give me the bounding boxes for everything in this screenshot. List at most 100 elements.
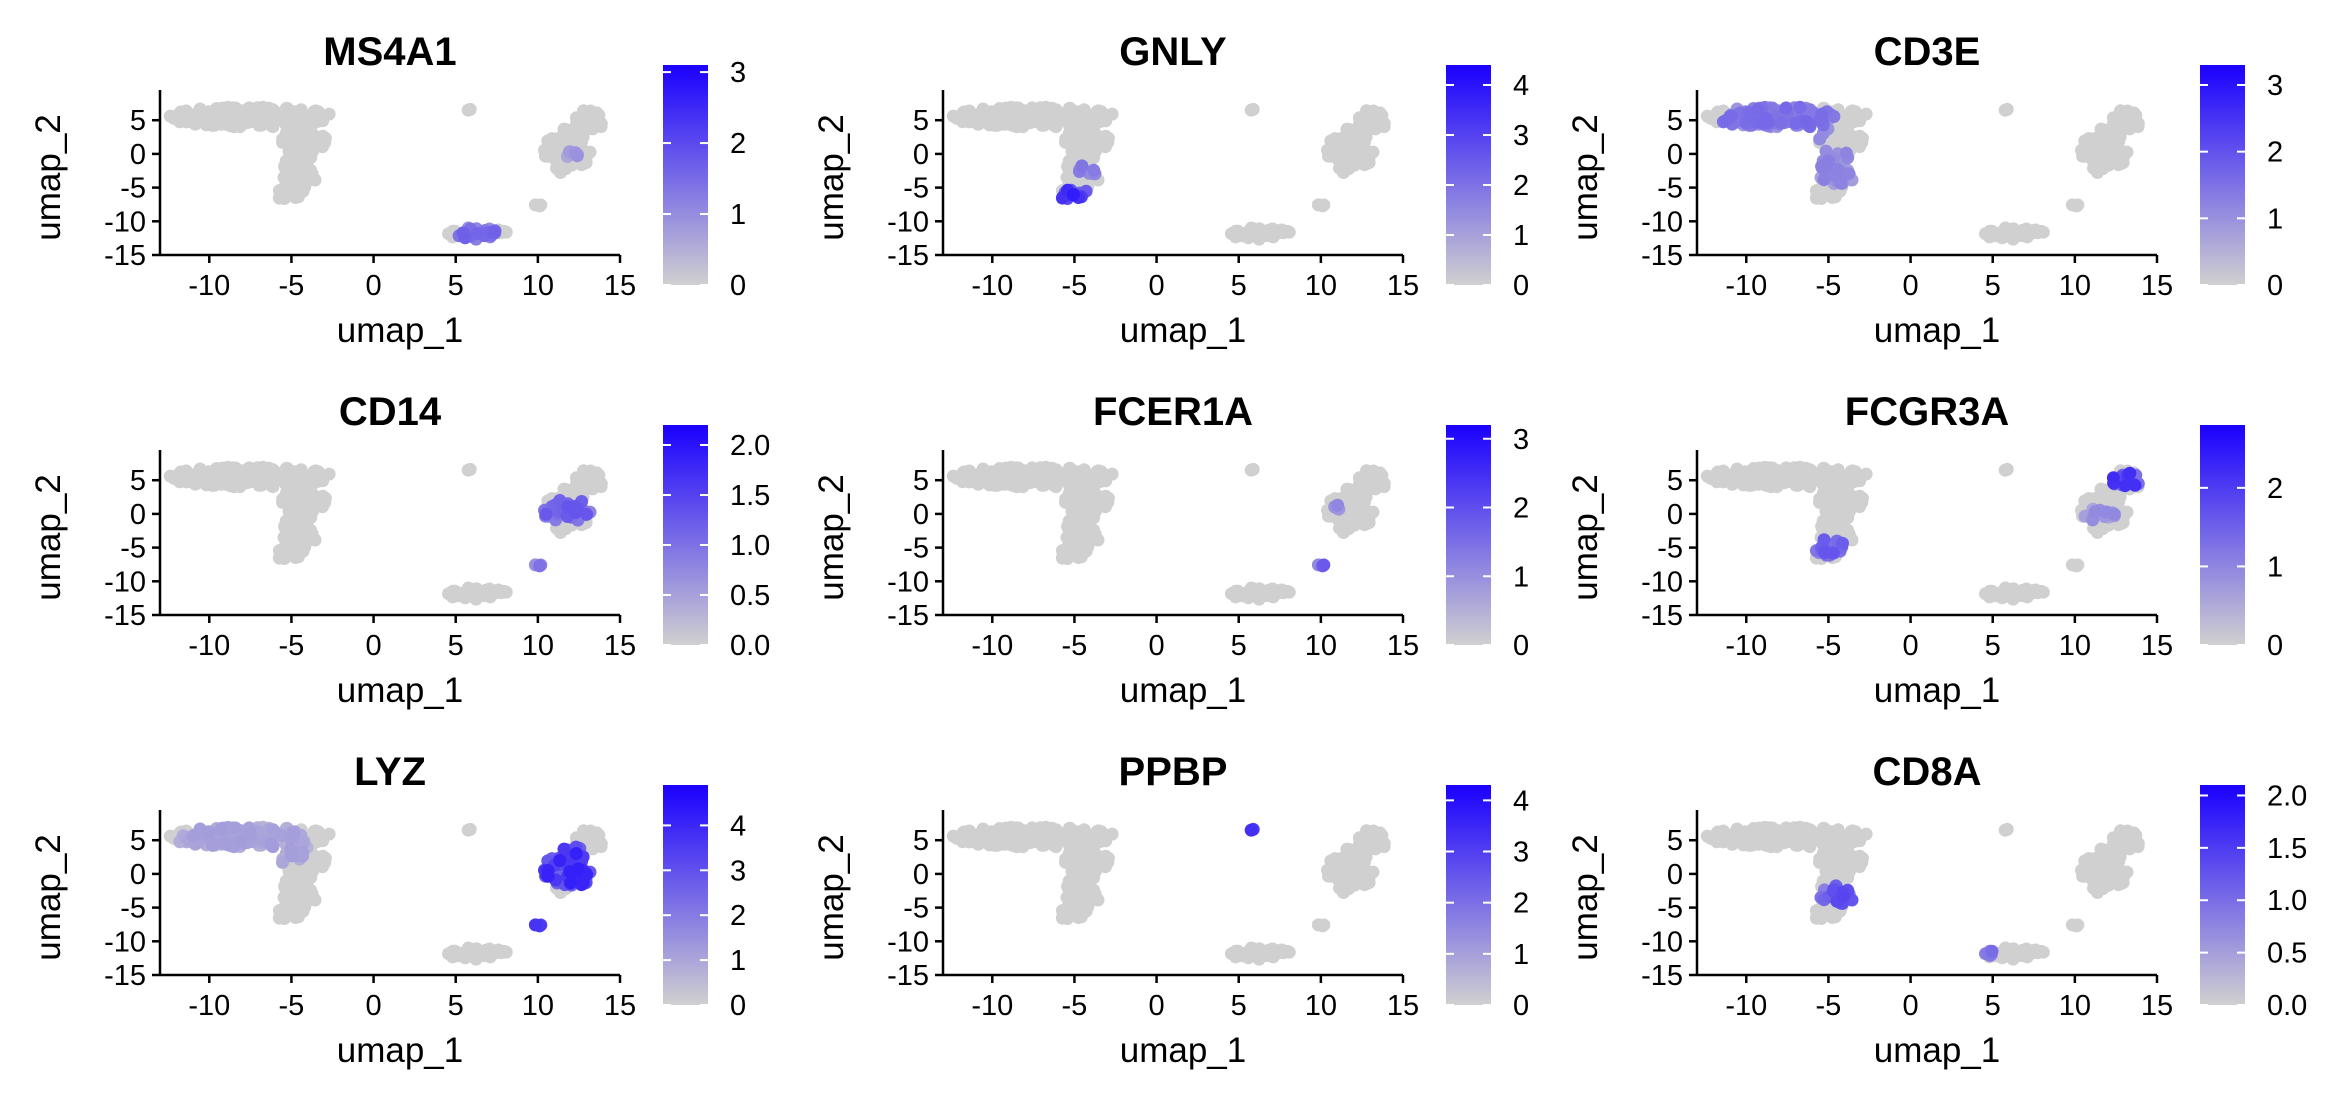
cell-point <box>969 111 983 125</box>
y-axis-label: umap_2 <box>29 834 68 960</box>
cell-point <box>1322 147 1336 161</box>
x-tick-label: 15 <box>604 630 636 662</box>
cell-point <box>1832 849 1846 863</box>
y-tick-label: -10 <box>887 206 929 238</box>
x-tick-label: 0 <box>1903 630 1919 662</box>
cell-point <box>1846 104 1859 118</box>
cell-point <box>2088 505 2102 519</box>
cell-point <box>1825 191 1839 204</box>
panel-title: CD8A <box>1873 750 1982 794</box>
panel-title: CD3E <box>1874 30 1981 74</box>
cell-point <box>2065 918 2079 932</box>
cell-point <box>241 469 255 483</box>
y-tick-label: -5 <box>1657 533 1683 565</box>
panel-ppbp: PPBP-10 -5 0 5 10 1550-5-10-15umap_1umap_2012… <box>812 750 1529 1070</box>
cell-point <box>959 829 973 843</box>
cell-point <box>210 102 224 115</box>
cell-point <box>1231 944 1245 958</box>
cell-point <box>278 519 292 533</box>
colorbar-tick-label: 0 <box>1513 270 1529 302</box>
y-tick-label: 5 <box>1667 465 1683 497</box>
panel-title: PPBP <box>1119 750 1228 794</box>
cell-point <box>1348 878 1362 892</box>
cell-point <box>252 116 266 130</box>
y-tick-label: 0 <box>130 499 146 531</box>
cell-point <box>1091 131 1105 145</box>
cell-point <box>1087 163 1101 177</box>
cell-point <box>288 551 302 564</box>
cell-point <box>1047 837 1061 851</box>
x-tick-label: -10 <box>1725 270 1767 302</box>
colorbar-tick-label: 2 <box>2267 137 2283 169</box>
cell-point <box>959 109 973 123</box>
cell-point <box>1091 851 1105 865</box>
cell-point <box>577 110 591 124</box>
colorbar-tick-label: 1 <box>1513 220 1529 252</box>
cell-point <box>1789 116 1803 130</box>
cell-point <box>2118 479 2132 493</box>
cell-point <box>2082 132 2096 146</box>
cell-point <box>2106 471 2120 485</box>
cell-point <box>1244 823 1258 837</box>
colorbar-tick-label: 2.0 <box>2267 780 2307 812</box>
cell-point <box>1998 823 2012 837</box>
cell-point <box>1311 918 1325 932</box>
colorbar <box>1446 785 1491 1005</box>
y-tick-label: 5 <box>913 465 929 497</box>
cell-point <box>205 478 219 492</box>
cell-point <box>979 466 993 480</box>
cell-point <box>216 836 230 850</box>
colorbar-tick-label: 2 <box>1513 493 1529 525</box>
cell-point <box>322 467 336 481</box>
colorbar-tick-label: 1 <box>2267 551 2283 583</box>
cell-point <box>1073 886 1086 900</box>
cell-point <box>1377 117 1391 131</box>
x-tick-label: -5 <box>1816 270 1842 302</box>
cell-point <box>448 584 462 598</box>
y-tick-label: 5 <box>130 465 146 497</box>
cell-point <box>252 476 266 490</box>
x-tick-label: -10 <box>971 630 1013 662</box>
x-axis-label: umap_1 <box>337 671 463 710</box>
cell-point <box>1357 158 1371 172</box>
cell-point <box>1845 491 1859 505</box>
colorbar <box>2200 425 2245 645</box>
cell-point <box>1832 489 1846 503</box>
panel-ms4a1: MS4A1-10 -5 0 5 10 1550-5-10-15umap_1umap_201… <box>29 30 746 350</box>
cell-point <box>1817 173 1831 187</box>
x-tick-label: -5 <box>1816 630 1842 662</box>
y-tick-label: -5 <box>1657 893 1683 925</box>
cell-point <box>1059 855 1072 869</box>
colorbar <box>2200 785 2245 1005</box>
x-tick-label: -5 <box>1062 630 1088 662</box>
cell-point <box>1322 867 1336 881</box>
cell-point <box>1075 159 1089 173</box>
cell-point <box>1836 889 1850 903</box>
cell-point <box>1779 101 1793 115</box>
cell-point <box>1328 132 1342 146</box>
cell-point <box>308 491 322 505</box>
cell-point <box>549 142 563 156</box>
cell-point <box>1061 159 1075 173</box>
cell-point <box>1332 862 1346 876</box>
cell-point <box>2012 946 2025 960</box>
y-tick-label: 5 <box>913 105 929 137</box>
cell-point <box>1759 838 1773 852</box>
cell-point <box>214 822 228 836</box>
x-axis-label: umap_1 <box>1120 1031 1246 1070</box>
cell-point <box>287 825 300 839</box>
colorbar <box>663 65 708 285</box>
x-tick-label: 10 <box>1305 630 1337 662</box>
y-tick-label: -15 <box>887 240 929 272</box>
cell-point <box>1231 584 1245 598</box>
x-tick-label: 5 <box>448 630 464 662</box>
cell-point <box>2108 507 2121 521</box>
cell-point <box>2089 882 2103 896</box>
cell-point <box>1747 822 1761 835</box>
cell-point <box>1328 852 1342 866</box>
x-tick-label: 15 <box>1387 630 1419 662</box>
x-tick-label: 0 <box>1149 990 1165 1022</box>
cell-point <box>284 122 298 136</box>
y-axis-label: umap_2 <box>29 114 68 240</box>
cell-point <box>1825 911 1839 924</box>
